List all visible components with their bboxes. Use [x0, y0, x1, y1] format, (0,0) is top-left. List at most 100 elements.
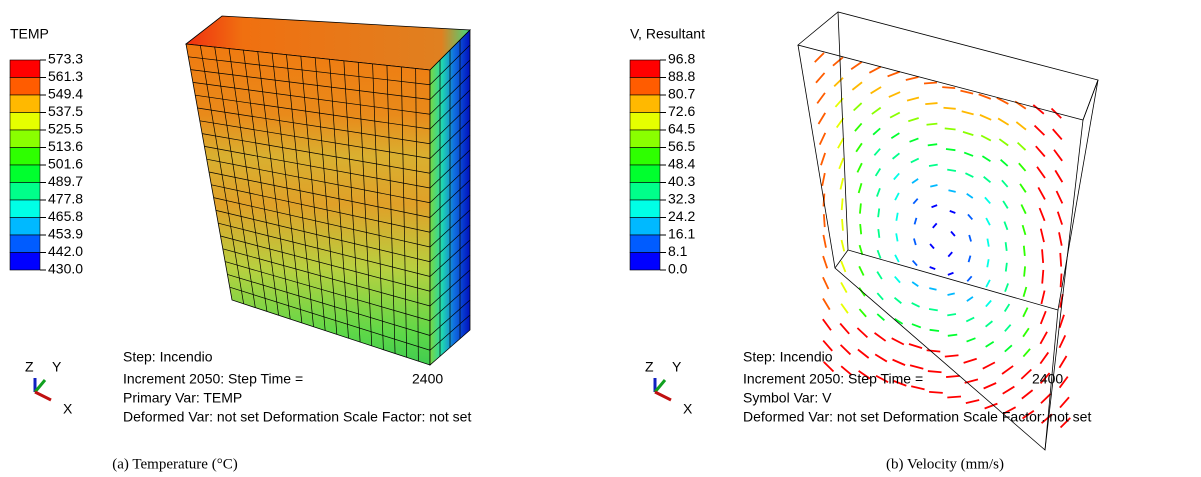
panel-velocity: V, Resultant96.888.880.772.664.556.548.4… — [630, 12, 1098, 472]
legend-band — [10, 60, 40, 78]
arrow — [1003, 201, 1008, 208]
legend-label: 549.4 — [48, 86, 83, 102]
step-text: Step: Incendio — [123, 349, 213, 365]
arrow — [945, 128, 956, 129]
arrow — [822, 173, 825, 186]
arrow — [1037, 167, 1045, 178]
arrow — [929, 309, 938, 310]
arrow — [860, 203, 861, 213]
arrow — [841, 304, 848, 313]
legend-label: 56.5 — [668, 138, 695, 154]
arrow — [915, 218, 917, 224]
arrow — [1059, 232, 1062, 245]
arrow — [821, 153, 825, 165]
legend-label: 24.2 — [668, 208, 695, 224]
arrow — [967, 338, 976, 341]
arrow — [818, 113, 825, 124]
arrow — [966, 318, 974, 322]
arrow — [910, 365, 923, 368]
legend-band — [10, 95, 40, 113]
arrow — [987, 259, 988, 267]
legend-label: 96.8 — [668, 51, 695, 67]
arrow — [942, 87, 955, 88]
arrow — [987, 239, 988, 247]
arrow — [841, 261, 845, 272]
legend-label: 88.8 — [668, 68, 695, 84]
legend-band — [630, 235, 660, 253]
arrow — [815, 53, 824, 62]
legend-label: 453.9 — [48, 226, 83, 242]
legend-band — [630, 165, 660, 183]
increment-text: Increment 2050: Step Time = — [743, 371, 923, 387]
arrow — [817, 93, 825, 103]
arrow — [945, 355, 959, 356]
arrow — [1042, 270, 1043, 284]
arrow — [855, 123, 862, 131]
arrow — [1023, 225, 1026, 235]
arrow — [872, 108, 881, 114]
arrow — [823, 235, 826, 248]
arrow — [912, 282, 918, 286]
legend-label: 40.3 — [668, 173, 695, 189]
arrow — [896, 233, 897, 241]
arrow — [932, 205, 938, 207]
arrow — [1041, 311, 1046, 324]
arrow — [856, 143, 862, 151]
arrow — [823, 277, 829, 289]
legend-band — [10, 78, 40, 96]
arrow — [854, 103, 862, 110]
arrow — [833, 57, 843, 65]
arrow — [950, 211, 956, 213]
arrow — [1035, 126, 1045, 136]
arrow — [1001, 160, 1008, 166]
legend-band — [630, 218, 660, 236]
arrow — [929, 392, 943, 393]
arrow — [912, 179, 918, 183]
arrow — [960, 91, 973, 94]
arrow — [1036, 146, 1045, 156]
arrow — [842, 240, 845, 251]
legend-label: 513.6 — [48, 138, 83, 154]
arrow — [1019, 163, 1026, 171]
arrow — [986, 218, 990, 225]
var-text: Primary Var: TEMP — [123, 390, 242, 406]
arrow — [1020, 184, 1026, 192]
legend-label: 48.4 — [668, 156, 695, 172]
legend-label: 465.8 — [48, 208, 83, 224]
arrow — [947, 314, 956, 315]
arrow — [913, 261, 917, 266]
arrow — [888, 72, 900, 77]
var-text: Symbol Var: V — [743, 390, 832, 406]
arrow — [1061, 274, 1062, 288]
arrow — [878, 250, 881, 258]
arrow — [824, 214, 825, 227]
arrow — [1002, 366, 1013, 374]
arrow — [1040, 332, 1047, 344]
arrow — [895, 255, 899, 262]
legend-band — [10, 183, 40, 201]
arrow — [943, 108, 955, 109]
arrow — [930, 330, 939, 331]
arrow — [820, 133, 826, 145]
arrow — [908, 118, 918, 121]
legend-band — [630, 148, 660, 166]
arrow — [816, 73, 825, 83]
arrow — [980, 115, 991, 120]
arrow — [840, 178, 843, 189]
arrow — [841, 345, 851, 355]
arrow — [1022, 390, 1033, 399]
arrow — [1006, 242, 1007, 251]
legend-label: 525.5 — [48, 121, 83, 137]
arrow — [1060, 397, 1069, 407]
arrow — [914, 239, 916, 245]
legend-label: 537.5 — [48, 103, 83, 119]
legend-label: 573.3 — [48, 51, 83, 67]
arrow — [928, 144, 937, 145]
arrow — [1041, 229, 1044, 242]
arrow — [874, 149, 880, 156]
arrow — [912, 324, 921, 327]
triad-y-label: Y — [52, 359, 62, 375]
legend-label: 16.1 — [668, 226, 695, 242]
arrow — [1060, 253, 1061, 267]
arrow — [891, 133, 899, 138]
